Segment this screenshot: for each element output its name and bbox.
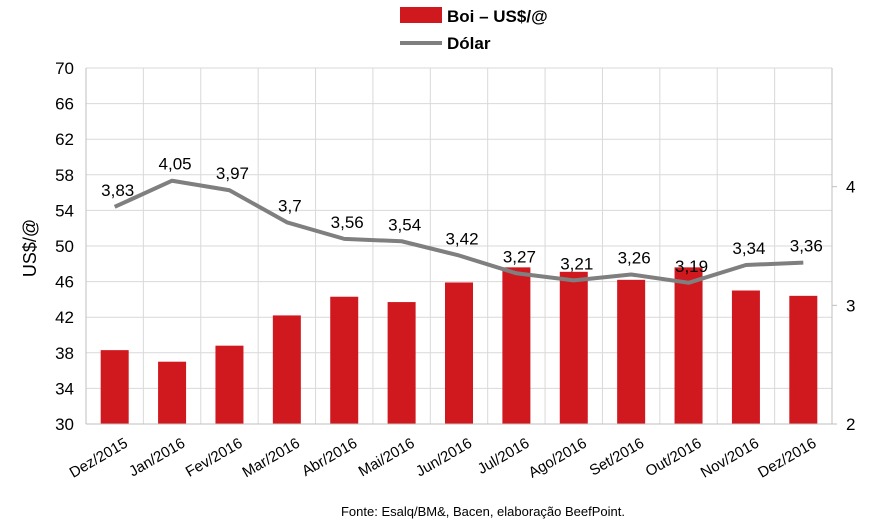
data-label-dolar: 3,19 (675, 257, 708, 276)
bar-series (100, 267, 818, 424)
data-label-dolar: 3,34 (732, 239, 765, 258)
y-tick-label: 70 (55, 59, 74, 78)
x-tick-label: Jan/2016 (126, 435, 188, 481)
x-tick-label: Dez/2015 (67, 435, 131, 482)
bar-Mar/2016 (272, 315, 301, 424)
data-label-dolar: 3,42 (445, 229, 478, 248)
x-tick-label: Ago/2016 (526, 435, 590, 482)
y-tick-label: 38 (55, 344, 74, 363)
y-tick-label: 50 (55, 237, 74, 256)
x-tick-label: Abr/2016 (299, 435, 360, 480)
y2-axis-tick-labels: 2 3 4 (846, 178, 855, 434)
legend-label-dolar: Dólar (447, 34, 491, 53)
x-tick-label: Jun/2016 (413, 435, 475, 481)
bar-Nov/2016 (731, 290, 760, 424)
bar-Dez/2015 (100, 350, 129, 424)
x-tick-label: Nov/2016 (698, 435, 762, 482)
x-tick-label: Jul/2016 (475, 435, 533, 478)
line-data-labels: 3,83 4,05 3,97 3,7 3,56 3,54 3,42 3,27 3,21 3,26 3… (101, 155, 823, 276)
y-tick-label: 58 (55, 166, 74, 185)
bar-Set/2016 (617, 279, 646, 424)
y-tick-label: 62 (55, 130, 74, 149)
bar-Dez/2016 (789, 295, 818, 424)
bar-Jul/2016 (502, 267, 531, 424)
y-tick-label: 54 (55, 201, 74, 220)
axes (85, 68, 837, 425)
data-label-dolar: 3,26 (618, 248, 651, 267)
data-label-dolar: 4,05 (159, 155, 192, 174)
bar-Mai/2016 (387, 302, 416, 424)
data-label-dolar: 3,97 (216, 164, 249, 183)
x-tick-label: Mar/2016 (239, 435, 302, 481)
y-tick-label: 30 (55, 415, 74, 434)
y2-tick-label: 4 (846, 178, 855, 197)
x-tick-label: Out/2016 (643, 435, 705, 481)
line-series (113, 178, 804, 285)
y-axis-title: US$/@ (20, 219, 40, 277)
y-axis-tick-labels: 30 34 38 42 46 50 54 58 62 66 70 (55, 59, 74, 434)
y-tick-label: 42 (55, 308, 74, 327)
y2-tick-label: 2 (846, 415, 855, 434)
x-tick-label: Set/2016 (587, 435, 648, 480)
legend: Boi – US$/@ Dólar (400, 7, 548, 53)
data-label-dolar: 3,56 (331, 213, 364, 232)
bar-Abr/2016 (330, 296, 359, 424)
bar-Ago/2016 (559, 271, 588, 424)
x-tick-label: Fev/2016 (183, 435, 246, 481)
data-label-dolar: 3,27 (503, 247, 536, 266)
y-tick-label: 46 (55, 273, 74, 292)
bar-Jun/2016 (445, 282, 473, 424)
bar-Fev/2016 (215, 345, 244, 424)
legend-swatch-boi (400, 7, 442, 23)
data-label-dolar: 3,21 (560, 254, 593, 273)
bar-Out/2016 (674, 267, 703, 424)
bar-Jan/2016 (158, 361, 187, 424)
x-tick-label: Mai/2016 (356, 435, 418, 481)
data-label-dolar: 3,7 (278, 196, 302, 215)
x-axis-tick-labels: Dez/2015Jan/2016Fev/2016Mar/2016Abr/2016… (67, 435, 820, 482)
legend-label-boi: Boi – US$/@ (447, 7, 548, 26)
y2-tick-label: 3 (846, 296, 855, 315)
dolar-line (113, 178, 804, 285)
data-label-dolar: 3,83 (101, 181, 134, 200)
x-tick-label: Dez/2016 (755, 435, 819, 482)
data-label-dolar: 3,54 (388, 215, 421, 234)
y-tick-label: 34 (55, 379, 74, 398)
y-tick-label: 66 (55, 95, 74, 114)
source-note: Fonte: Esalq/BM&, Bacen, elaboração Beef… (341, 504, 625, 519)
data-label-dolar: 3,36 (790, 237, 823, 256)
